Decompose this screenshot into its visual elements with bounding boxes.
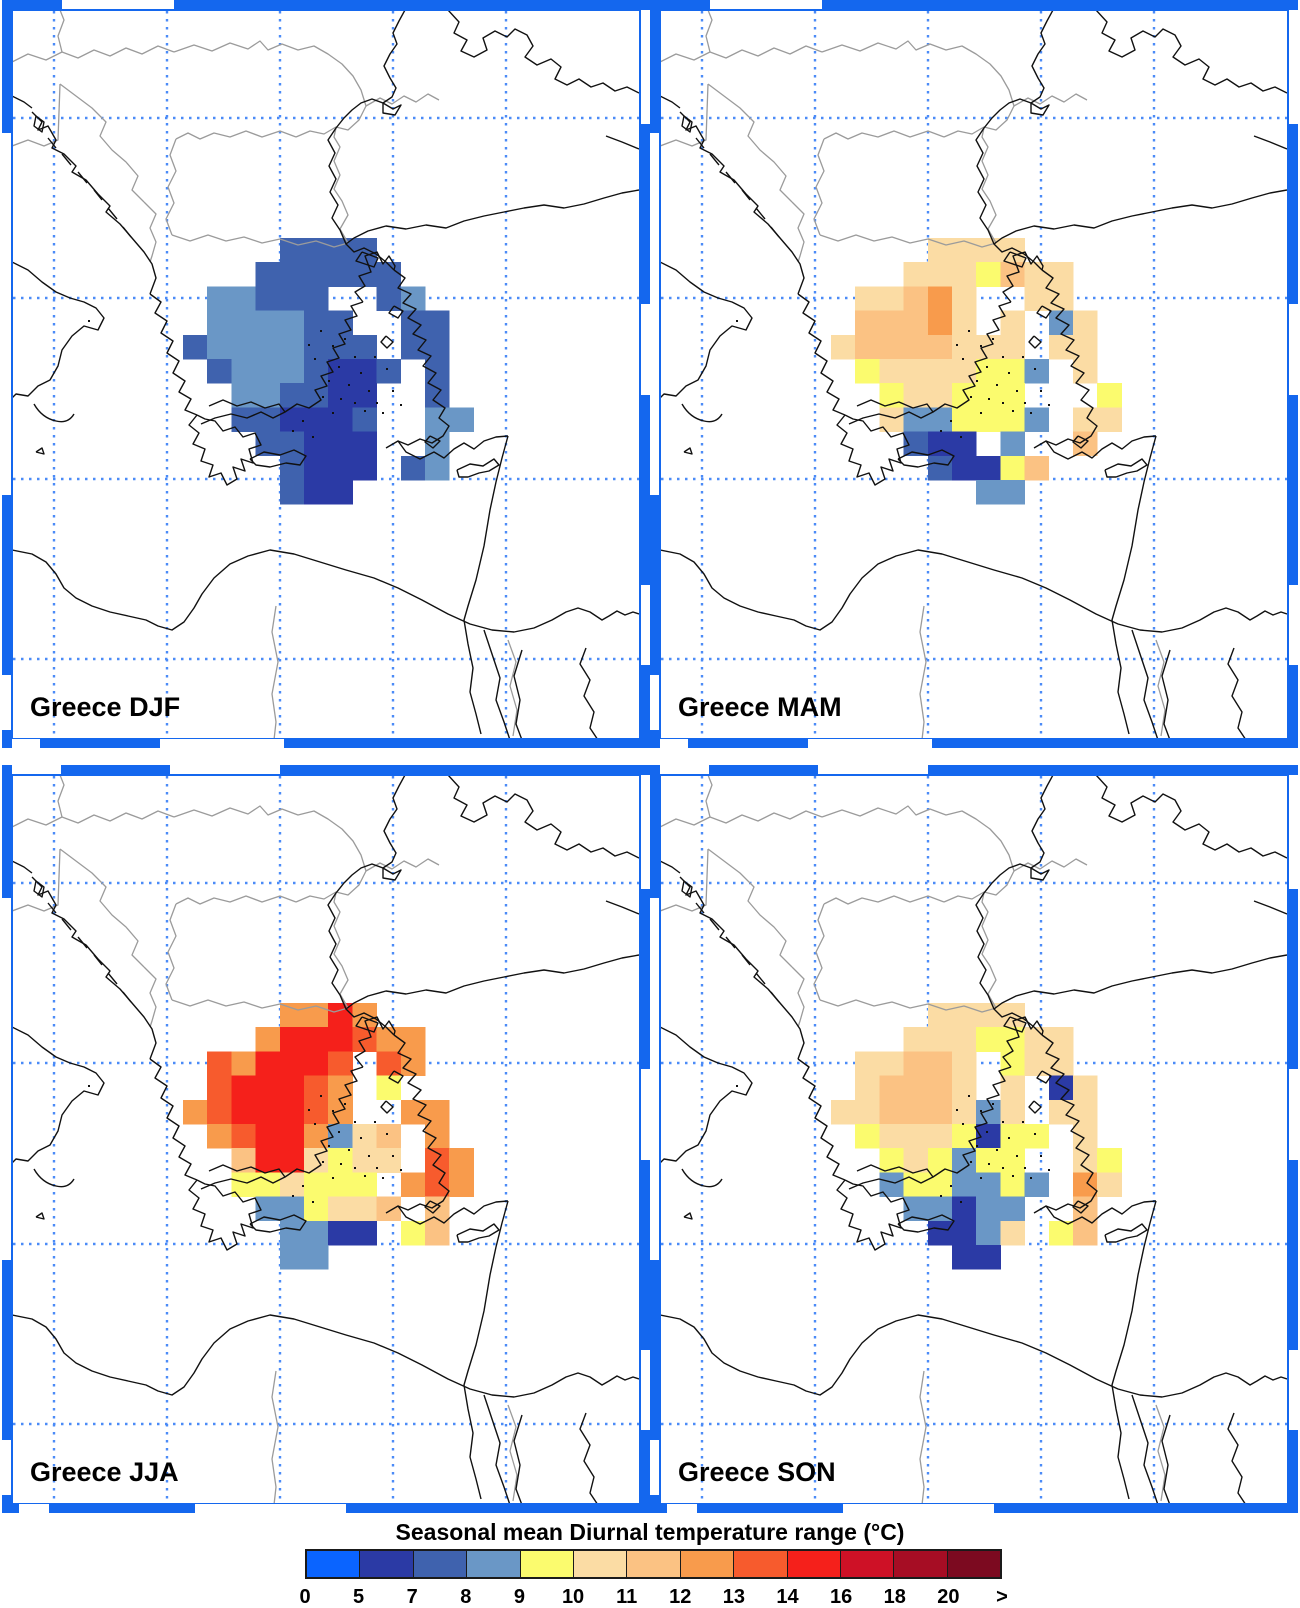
colorbar-tick-labels: 0 5 7 8 9 10 11 12 13 14 16 18 20 > [0,1586,1300,1608]
colorbar-tick-label: 13 [722,1586,746,1608]
colorbar-segment [573,1551,628,1577]
colorbar-tick-label: 16 [830,1586,853,1608]
data-cells-jja [183,1003,474,1270]
colorbar-tick-label: 7 [406,1586,418,1608]
map-panel-mam: Greece MAM [650,0,1298,748]
colorbar-segment [787,1551,841,1577]
colorbar-tick-label: 5 [353,1586,365,1608]
colorbar-segment [947,1551,1001,1577]
map-panel-djf: Greece DJF [2,0,650,748]
colorbar-tick-label: 20 [937,1586,960,1608]
colorbar-segment [307,1551,361,1577]
colorbar-tick-label: 14 [776,1586,799,1608]
panel-label-mam: Greece MAM [678,692,842,722]
colorbar-tick-label: 11 [616,1586,638,1608]
colorbar-title: Seasonal mean Diurnal temperature range … [395,1519,905,1545]
colorbar-tick-label: 10 [561,1586,585,1608]
colorbar-tick-label: 0 [299,1586,311,1608]
data-cells-son [831,1003,1122,1270]
colorbar-segment [680,1551,735,1577]
colorbar-segment [840,1551,895,1577]
colorbar-segment [734,1551,788,1577]
colorbar-segment [413,1551,468,1577]
colorbar-segment [627,1551,681,1577]
colorbar [305,1549,1002,1579]
panel-label-djf: Greece DJF [30,692,180,722]
map-panel-jja: Greece JJA [2,765,650,1513]
colorbar-tick-label: 8 [460,1586,472,1608]
colorbar-tick-label: > [996,1586,1008,1608]
colorbar-segment [894,1551,948,1577]
panel-label-jja: Greece JJA [30,1457,179,1487]
colorbar-segment [467,1551,521,1577]
colorbar-segment [360,1551,414,1577]
colorbar-tick-label: 18 [883,1586,906,1608]
panel-label-son: Greece SON [678,1457,836,1487]
colorbar-tick-label: 12 [669,1586,692,1608]
colorbar-segment [520,1551,574,1577]
data-cells-mam [831,238,1122,505]
colorbar-tick-label: 9 [513,1586,526,1608]
map-panel-son: Greece SON [650,765,1298,1513]
